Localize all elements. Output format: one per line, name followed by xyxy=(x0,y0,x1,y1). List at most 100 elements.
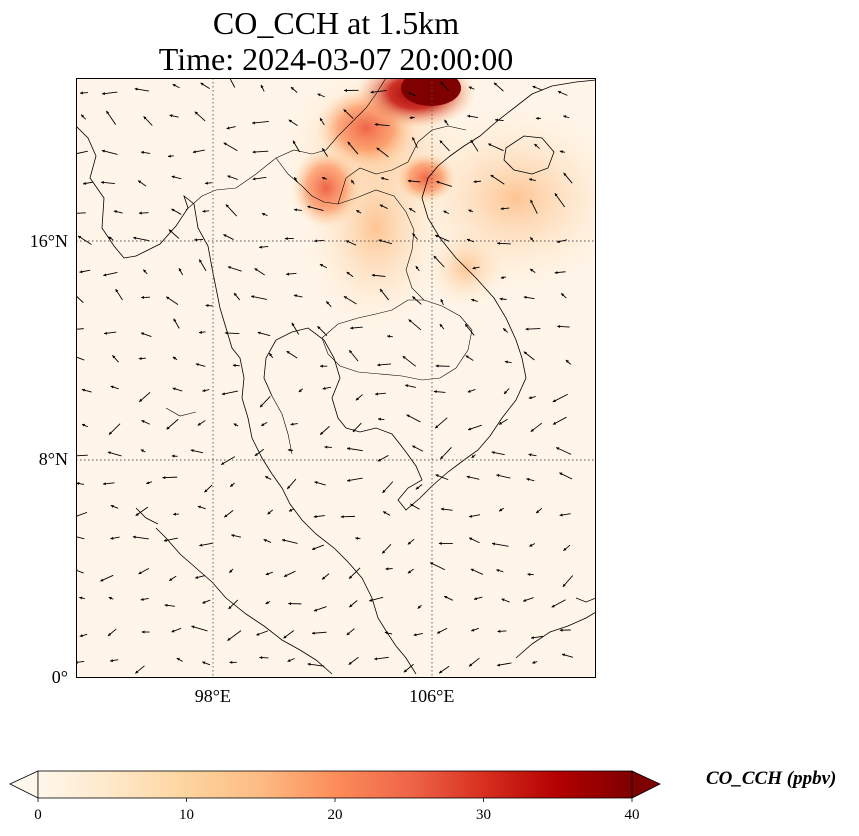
wind-arrow-head xyxy=(410,503,414,507)
wind-arrow-head xyxy=(356,210,360,214)
wind-arrow-head xyxy=(349,350,353,354)
wind-arrow-head xyxy=(340,515,344,519)
wind-arrow-head xyxy=(496,474,500,478)
wind-arrow-head xyxy=(350,326,354,330)
wind-arrow-head xyxy=(176,658,180,661)
wind-arrow-head xyxy=(171,629,175,633)
wind-arrow-head xyxy=(108,596,112,600)
wind-arrow-head xyxy=(403,669,408,673)
wind-arrow-head xyxy=(197,422,201,426)
wind-arrow-head xyxy=(380,177,384,181)
wind-arrow-head xyxy=(439,140,443,144)
wind-arrow-head xyxy=(430,562,434,566)
wind-arrow-head xyxy=(205,181,208,185)
wind-arrow-head xyxy=(443,210,447,214)
wind-arrow-head xyxy=(168,229,172,233)
wind-arrow-head xyxy=(534,143,538,147)
wind-arrow-head xyxy=(265,476,269,480)
wind-arrow-head xyxy=(370,90,374,94)
wind-arrow-head xyxy=(467,389,471,393)
wind-arrow-head xyxy=(471,298,475,302)
wind-arrow-head xyxy=(468,86,472,90)
wind-arrow-head xyxy=(284,574,288,577)
wind-arrow-head xyxy=(500,207,504,211)
wind-arrow-head xyxy=(317,93,321,97)
wind-arrow-head xyxy=(557,91,562,94)
wind-arrow-head xyxy=(352,428,356,432)
wind-arrow-head xyxy=(530,428,534,432)
wind-arrow-head xyxy=(559,150,563,154)
wind-arrow-head xyxy=(435,364,439,368)
wind-arrow-head xyxy=(199,543,203,547)
wind-arrow-head xyxy=(351,179,355,184)
wind-arrow-head xyxy=(233,292,237,297)
wind-arrow-head xyxy=(374,123,378,127)
wind-arrow-head xyxy=(269,353,273,357)
wind-arrow-head xyxy=(320,364,323,368)
wind-arrow-head xyxy=(440,456,444,460)
wind-arrow-head xyxy=(110,659,114,663)
wind-arrow-head xyxy=(227,266,232,270)
wind-arrow-head xyxy=(497,241,500,245)
wind-arrow-head xyxy=(436,180,440,184)
wind-arrow-head xyxy=(263,539,267,542)
wind-arrow-head xyxy=(468,209,472,213)
wind-arrow-shaft xyxy=(76,569,84,574)
wind-arrow-head xyxy=(252,150,256,154)
coastlines xyxy=(76,79,596,675)
wind-arrow-head xyxy=(435,474,439,478)
country-borders xyxy=(165,78,473,455)
wind-arrow-head xyxy=(529,543,533,547)
wind-arrow-head xyxy=(322,386,326,390)
wind-arrow-head xyxy=(79,634,83,638)
colorbar-extend-min xyxy=(9,770,39,799)
wind-arrow-head xyxy=(552,421,557,425)
wind-arrow-head xyxy=(230,483,234,487)
co-concentration-field xyxy=(286,78,596,328)
wind-arrow-head xyxy=(469,537,473,541)
wind-arrow-head xyxy=(313,608,318,612)
wind-arrow-head xyxy=(254,268,258,272)
wind-arrow-head xyxy=(223,234,227,238)
wind-arrow-head xyxy=(407,179,411,183)
wind-arrow-shaft xyxy=(229,78,236,88)
wind-arrow-head xyxy=(532,660,536,664)
wind-arrow-head xyxy=(110,385,114,389)
wind-arrow-head xyxy=(221,461,225,465)
wind-arrow-head xyxy=(162,476,166,480)
wind-arrow-head xyxy=(503,328,507,332)
wind-arrow-head xyxy=(493,82,498,86)
wind-arrow-head xyxy=(178,268,182,272)
wind-arrow-head xyxy=(408,92,412,96)
wind-arrow-head xyxy=(287,448,291,452)
wind-arrow-head xyxy=(532,85,536,89)
wind-arrow-head xyxy=(286,351,290,354)
wind-arrow-head xyxy=(319,264,324,267)
wind-arrow-head xyxy=(495,118,499,122)
wind-arrow-head xyxy=(562,583,566,587)
wind-arrow-head xyxy=(529,178,533,182)
wind-arrow-head xyxy=(290,422,294,426)
wind-arrow-head xyxy=(504,390,508,394)
wind-arrow-head xyxy=(166,426,170,430)
wind-arrow-head xyxy=(417,605,421,609)
wind-arrow-head xyxy=(378,417,381,421)
wind-arrow-head xyxy=(229,569,233,573)
wind-arrow-head xyxy=(369,598,373,602)
wind-arrow-head xyxy=(194,238,198,242)
wind-arrow-head xyxy=(563,547,567,551)
wind-arrow-head xyxy=(466,475,470,479)
wind-arrow-head xyxy=(286,272,290,276)
wind-arrow-head xyxy=(281,538,286,542)
wind-arrow-head xyxy=(223,142,227,146)
wind-arrow-head xyxy=(343,296,348,300)
wind-arrow-head xyxy=(468,427,472,431)
wind-arrow-head xyxy=(472,266,476,270)
wind-arrow-head xyxy=(284,237,288,241)
lon-tick-label: 98°E xyxy=(194,686,231,706)
wind-arrow-head xyxy=(287,485,291,489)
wind-arrow-head xyxy=(265,572,269,576)
wind-arrow-head xyxy=(413,633,417,637)
wind-arrow-head xyxy=(343,109,347,113)
map-title: CO_CCH at 1.5km xyxy=(212,5,460,41)
